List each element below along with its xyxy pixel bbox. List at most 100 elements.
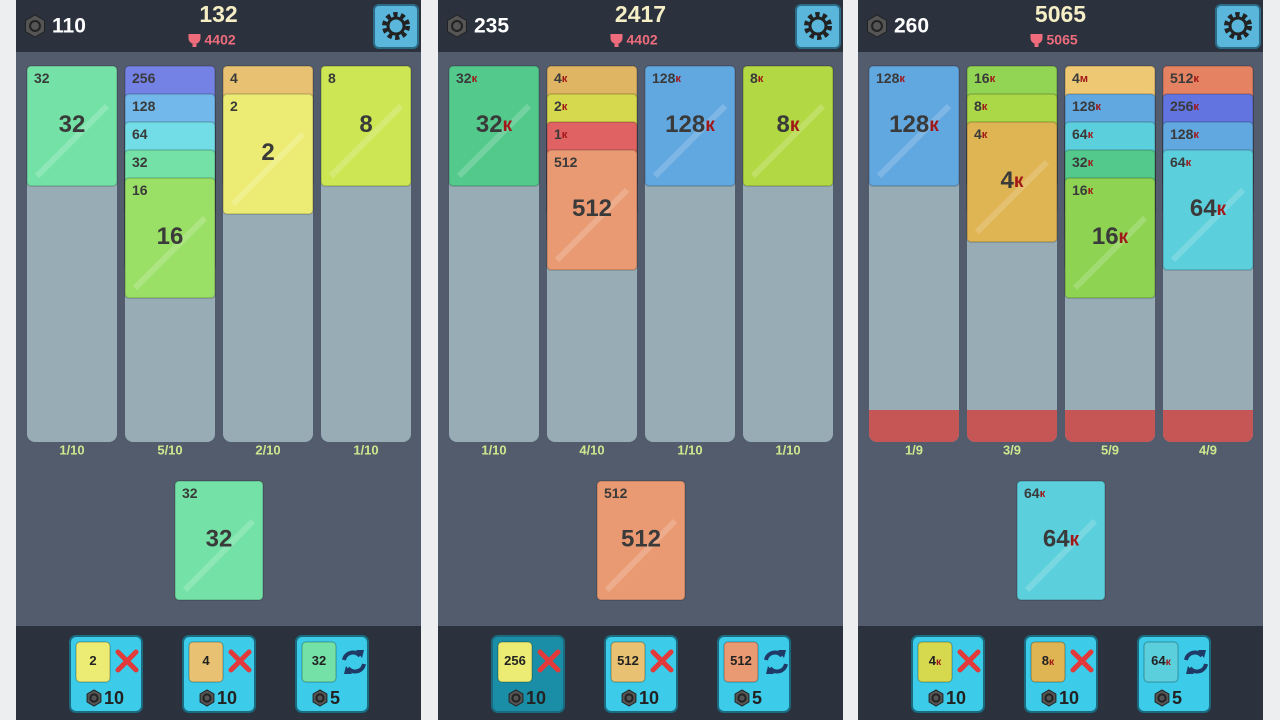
card-number: 128	[132, 98, 156, 114]
powerup-button[interactable]: 64к 5	[1137, 635, 1211, 713]
game-panel: 260 50655065128к128к1/916к8к4к4к3/94м128к…	[858, 0, 1263, 720]
column-capacity: 3/9	[1003, 442, 1021, 457]
powerup-button[interactable]: 512 5	[717, 635, 791, 713]
settings-button-bg	[1215, 4, 1261, 49]
column-capacity: 5/9	[1101, 442, 1119, 457]
column-capacity: 5/10	[157, 442, 182, 457]
powerup-button[interactable]: 256 10	[491, 635, 565, 713]
card-suffix: к	[1186, 157, 1192, 169]
card-corner-label: 32	[34, 70, 50, 86]
card-suffix: к	[472, 73, 478, 85]
card-corner-label: 1к	[554, 126, 568, 142]
card-shine	[230, 131, 306, 207]
card-number: 512	[572, 195, 612, 222]
card-suffix: к	[1193, 73, 1199, 85]
powerup-card-label: 256	[504, 653, 526, 668]
card-body	[966, 121, 1058, 243]
card-corner-label: 8	[328, 70, 336, 86]
coin-icon	[199, 689, 215, 707]
card-corner-label: 4к	[554, 70, 568, 86]
card-number: 32	[476, 111, 503, 138]
coin-mark	[624, 693, 634, 703]
powerup-button[interactable]: 8к 10	[1024, 635, 1098, 713]
remove-icon	[537, 649, 561, 673]
card-number: 128	[876, 70, 900, 86]
card-number: 8	[328, 70, 336, 86]
coin-icon	[508, 689, 524, 707]
powerup-card-label: 32	[312, 653, 326, 668]
card-corner-label: 128	[132, 98, 156, 114]
column[interactable]: 422	[222, 65, 314, 442]
card-center-label: 128к	[665, 111, 715, 138]
card-number: 2	[230, 98, 238, 114]
card-number: 128	[665, 111, 705, 138]
coin-count: 235	[474, 15, 509, 38]
swap-icon	[764, 650, 788, 674]
card-body	[868, 65, 960, 187]
card-corner-label: 128к	[652, 70, 681, 86]
column[interactable]: 88	[320, 65, 412, 442]
card-center-label: 64к	[1043, 526, 1080, 553]
powerup-button[interactable]: 512 10	[604, 635, 678, 713]
card-corner-label: 256	[132, 70, 156, 86]
powerup-card	[497, 641, 533, 683]
card-body	[174, 480, 264, 601]
card: 128к 128к	[644, 65, 736, 187]
coin-icon	[1041, 689, 1057, 707]
card-suffix: м	[1080, 73, 1088, 85]
card-corner-label: 32	[132, 154, 148, 170]
column[interactable]: 32 32	[26, 65, 118, 442]
powerup-button[interactable]: 4к 10	[911, 635, 985, 713]
card-suffix: к	[1014, 171, 1024, 192]
card-number: 64	[1170, 154, 1186, 170]
card-center-label: 64к	[1190, 195, 1227, 222]
settings-button[interactable]	[373, 4, 419, 49]
card-body	[644, 65, 736, 187]
coin-icon	[86, 689, 102, 707]
card-corner-label: 8к	[750, 70, 764, 86]
card-center-label: 16к	[1092, 223, 1129, 250]
coin-icon	[621, 689, 637, 707]
card-suffix: к	[899, 73, 905, 85]
settings-button-bg	[795, 4, 841, 49]
card-number: 64	[1190, 195, 1217, 222]
card-number: 128	[889, 111, 929, 138]
card-suffix: к	[1166, 657, 1172, 668]
coin-mark	[29, 20, 41, 32]
column[interactable]: 128к 128к	[644, 65, 736, 442]
powerup-card	[75, 641, 111, 683]
powerup-card-label: 512	[730, 653, 752, 668]
card-center-label: 32	[59, 111, 86, 138]
coin-mark	[871, 20, 883, 32]
powerup-button[interactable]: 32 5	[295, 635, 369, 713]
card-number: 4	[929, 653, 937, 668]
powerup-button[interactable]: 2 10	[69, 635, 143, 713]
card-number: 16	[157, 223, 184, 250]
header-bar	[858, 0, 1263, 52]
card-number: 256	[1170, 98, 1194, 114]
card-suffix: к	[1095, 101, 1101, 113]
trophy-icon	[188, 34, 201, 47]
gear-icon	[382, 12, 410, 40]
card-corner-label: 512к	[1170, 70, 1199, 86]
score: 5065	[1035, 1, 1086, 27]
locked-slot	[1163, 410, 1253, 442]
card-suffix: к	[1049, 657, 1055, 668]
score: 2417	[615, 1, 666, 27]
coin-mark	[511, 693, 521, 703]
card-number: 4	[554, 70, 562, 86]
powerup-card-label: 2	[89, 653, 96, 668]
settings-button[interactable]	[1215, 4, 1261, 49]
card-shine	[34, 103, 110, 179]
powerup-button[interactable]: 4 10	[182, 635, 256, 713]
settings-button[interactable]	[795, 4, 841, 49]
